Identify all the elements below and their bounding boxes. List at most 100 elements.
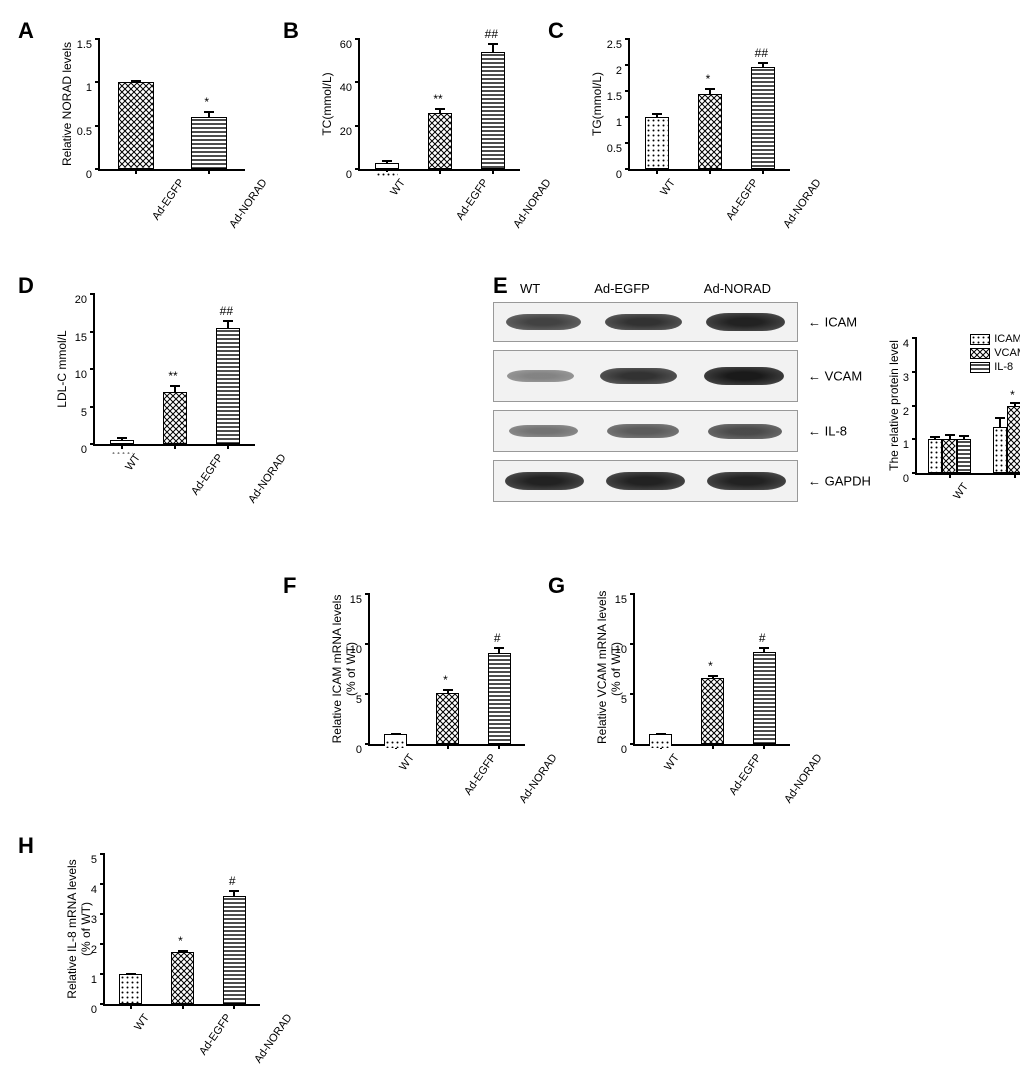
blot-row-label: ← VCAM — [808, 369, 862, 384]
blot-band — [509, 425, 578, 438]
blot-band — [707, 472, 786, 490]
panel-D: D 05101520LDL-C mmol/LWTAd-EGFP**Ad-NORA… — [18, 273, 268, 563]
significance-marker: ** — [433, 92, 442, 106]
panel-label-G: G — [548, 573, 565, 599]
blot-row: ← ICAM — [493, 302, 913, 342]
bar — [928, 439, 942, 473]
y-axis-label: Relative VCAM mRNA levels(% of WT) — [595, 594, 623, 744]
blot-band — [706, 313, 785, 331]
x-tick-label: WT — [658, 177, 678, 198]
x-tick-label: WT — [951, 481, 971, 502]
bar — [488, 653, 511, 744]
bar — [942, 439, 956, 473]
ytick-label: 0 — [592, 169, 622, 181]
chart-C: 00.511.522.5TG(mmol/L)WTAd-EGFP*Ad-NORAD… — [573, 24, 798, 254]
legend-E: ICAM VCAM IL-8 — [970, 333, 1020, 375]
x-tick-label: WT — [662, 752, 682, 773]
x-tick-label: WT — [123, 452, 143, 473]
bar — [163, 392, 187, 445]
bar — [645, 117, 669, 169]
figure-grid: A 00.511.5Relative NORAD levelsAd-EGFPAd… — [18, 18, 1002, 833]
x-tick-label: Ad-NORAD — [782, 752, 824, 805]
y-axis-label: TG(mmol/L) — [590, 39, 604, 169]
x-tick-label: Ad-NORAD — [227, 177, 269, 230]
chart-A: 00.511.5Relative NORAD levelsAd-EGFPAd-N… — [43, 24, 268, 254]
blot-column-label: WT — [520, 281, 540, 296]
bar — [171, 952, 194, 1005]
panel-label-A: A — [18, 18, 34, 44]
ytick-label: 0 — [597, 744, 627, 756]
significance-marker: ** — [168, 369, 177, 383]
bar — [119, 974, 142, 1004]
legend-item: IL-8 — [970, 361, 1020, 373]
significance-marker: * — [443, 673, 448, 687]
western-blot-E: WT Ad-EGFP Ad-NORAD ← ICAM ← VCAM ← IL-8 ← GAP… — [493, 281, 913, 510]
panel-label-F: F — [283, 573, 296, 599]
panel-E: E WTAd-EGFPAd-NORAD← ICAM← VCAM← IL-8← G… — [283, 273, 1020, 563]
bar — [428, 113, 452, 169]
ytick-label: 0 — [57, 444, 87, 456]
panel-A: A 00.511.5Relative NORAD levelsAd-EGFPAd… — [18, 18, 268, 263]
bar — [216, 328, 240, 444]
panel-B: B 0204060TC(mmol/L)WTAd-EGFP**Ad-NORAD## — [283, 18, 533, 263]
blot-row-label: ← IL-8 — [808, 424, 847, 439]
blot-row: ← VCAM — [493, 350, 913, 402]
panel-F: F 051015Relative ICAM mRNA levels(% of W… — [283, 573, 533, 833]
x-tick-label: Ad-EGFP — [189, 452, 226, 497]
panel-label-D: D — [18, 273, 34, 299]
legend-label: IL-8 — [994, 361, 1013, 373]
bar — [701, 678, 724, 744]
bar — [751, 67, 775, 169]
ytick-label: 0 — [889, 473, 909, 485]
panel-label-C: C — [548, 18, 564, 44]
panel-C: C 00.511.522.5TG(mmol/L)WTAd-EGFP*Ad-NOR… — [548, 18, 808, 263]
x-tick-label: Ad-EGFP — [724, 177, 761, 222]
y-axis-label: The relative protein level — [887, 338, 901, 473]
panel-label-H: H — [18, 833, 34, 859]
ytick-label: 0 — [322, 169, 352, 181]
y-axis-label: Relative IL-8 mRNA levels(% of WT) — [65, 854, 93, 1004]
x-tick-label: WT — [388, 177, 408, 198]
panel-G: G 051015Relative VCAM mRNA levels(% of W… — [548, 573, 1020, 833]
chart-H: 012345Relative IL-8 mRNA levels(% of WT)… — [43, 839, 268, 1089]
blot-band — [605, 314, 682, 331]
blot-band — [606, 472, 685, 490]
x-tick-label: Ad-EGFP — [462, 752, 499, 797]
blot-band — [708, 424, 782, 439]
bar — [436, 693, 459, 744]
bar — [118, 82, 154, 169]
legend-label: VCAM — [994, 347, 1020, 359]
significance-marker: ## — [755, 46, 768, 60]
blot-row-label: ← GAPDH — [808, 474, 871, 489]
x-tick-label: Ad-EGFP — [150, 177, 187, 222]
significance-marker: ## — [485, 27, 498, 41]
bar — [384, 734, 407, 744]
bar — [110, 440, 134, 445]
bar — [753, 652, 776, 744]
x-tick-label: Ad-NORAD — [782, 177, 824, 230]
significance-marker: ## — [220, 304, 233, 318]
blot-row: ← IL-8 — [493, 410, 913, 452]
blot-band — [704, 367, 784, 385]
chart-D: 05101520LDL-C mmol/LWTAd-EGFP**Ad-NORAD#… — [43, 279, 268, 529]
legend-swatch — [970, 348, 990, 359]
blot-column-label: Ad-EGFP — [594, 281, 650, 296]
ytick-label: 0 — [62, 169, 92, 181]
significance-marker: * — [1010, 388, 1015, 402]
y-axis-label: LDL-C mmol/L — [55, 294, 69, 444]
legend-label: ICAM — [994, 333, 1020, 345]
bar — [1007, 406, 1020, 474]
bar — [223, 896, 246, 1004]
blot-column-label: Ad-NORAD — [704, 281, 771, 296]
bar — [957, 439, 971, 473]
significance-marker: # — [759, 631, 766, 645]
x-tick-label: WT — [132, 1012, 152, 1033]
bar — [649, 734, 672, 744]
blot-band — [507, 370, 574, 382]
chart-G: 051015Relative VCAM mRNA levels(% of WT)… — [573, 579, 798, 829]
blot-row: ← GAPDH — [493, 460, 913, 502]
significance-marker: * — [706, 72, 711, 86]
x-tick-label: Ad-EGFP — [197, 1012, 234, 1057]
legend-item: ICAM — [970, 333, 1020, 345]
y-axis-label: TC(mmol/L) — [320, 39, 334, 169]
